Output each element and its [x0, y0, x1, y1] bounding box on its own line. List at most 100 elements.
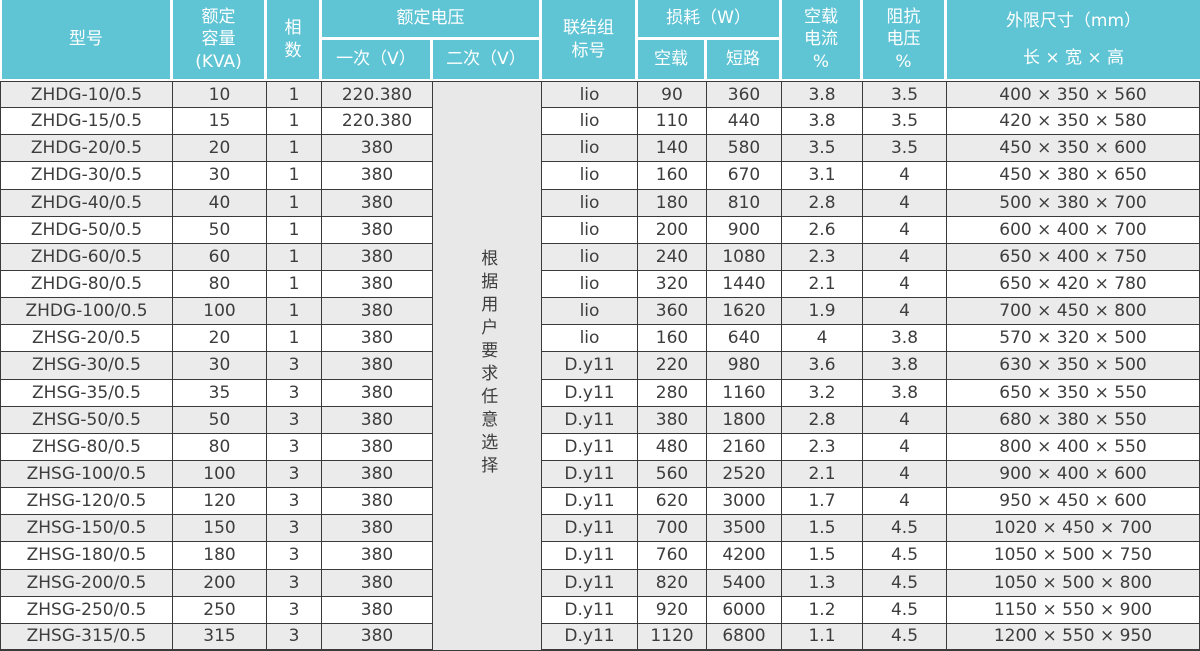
cell-capacity: 80: [173, 270, 267, 299]
cell-model: ZHSG-50/0.5: [0, 406, 173, 434]
col-header-no-load-loss: 空载: [638, 40, 707, 81]
cell-short-circuit-loss: 1080: [707, 243, 782, 271]
cell-short-circuit-loss: 2520: [707, 460, 782, 489]
cell-primary-voltage: 380: [322, 298, 433, 326]
cell-no-load-loss: 1120: [638, 623, 707, 651]
table-row: ZHDG-30/0.5 30 1 380 lio 160 670 3.1 4 450 × 380 …: [0, 162, 1200, 190]
cell-no-load-loss: 240: [638, 243, 707, 271]
cell-no-load-loss: 920: [638, 596, 707, 624]
cell-no-load-loss: 160: [638, 325, 707, 353]
cell-dimensions: 800 × 400 × 550: [947, 433, 1200, 461]
cell-phases: 1: [267, 325, 322, 353]
cell-primary-voltage: 380: [322, 325, 433, 353]
cell-impedance-voltage: 4: [863, 270, 947, 299]
cell-model: ZHDG-10/0.5: [0, 81, 173, 109]
table-row: ZHDG-60/0.5 60 1 380 lio 240 1080 2.3 4 650 × 400…: [0, 243, 1200, 271]
cell-short-circuit-loss: 440: [707, 108, 782, 136]
cell-no-load-current: 3.8: [782, 108, 863, 136]
cell-model: ZHSG-180/0.5: [0, 542, 173, 570]
cell-capacity: 35: [173, 379, 267, 407]
cell-capacity: 30: [173, 352, 267, 380]
cell-phases: 3: [267, 542, 322, 570]
cell-dimensions: 900 × 400 × 600: [947, 460, 1200, 489]
cell-short-circuit-loss: 6000: [707, 596, 782, 624]
cell-no-load-current: 1.5: [782, 542, 863, 570]
header-row-1: 型号 额定 容量 (KVA) 相 数 额定电压 联结组 标号 损耗（W） 空载 …: [0, 0, 1200, 81]
cell-dimensions: 1050 × 500 × 800: [947, 569, 1200, 597]
cell-capacity: 10: [173, 81, 267, 109]
cell-capacity: 50: [173, 406, 267, 434]
cell-capacity: 20: [173, 325, 267, 353]
cell-primary-voltage: 380: [322, 596, 433, 624]
cell-primary-voltage: 380: [322, 488, 433, 516]
cell-model: ZHSG-150/0.5: [0, 515, 173, 543]
cell-model: ZHSG-20/0.5: [0, 325, 173, 353]
cell-dimensions: 630 × 350 × 500: [947, 352, 1200, 380]
cell-capacity: 200: [173, 569, 267, 597]
col-header-impedance-voltage: 阻抗 电压 %: [863, 0, 947, 81]
cell-capacity: 120: [173, 488, 267, 516]
cell-dimensions: 500 × 380 × 700: [947, 189, 1200, 217]
cell-no-load-current: 1.9: [782, 298, 863, 326]
cell-no-load-loss: 200: [638, 216, 707, 244]
cell-impedance-voltage: 4: [863, 406, 947, 434]
cell-connection: lio: [542, 270, 638, 299]
cell-primary-voltage: 380: [322, 433, 433, 461]
table-row: ZHSG-30/0.5 30 3 380 D.y11 220 980 3.6 3.8 630 × …: [0, 352, 1200, 380]
cell-capacity: 50: [173, 216, 267, 244]
cell-capacity: 100: [173, 460, 267, 489]
cell-connection: lio: [542, 298, 638, 326]
cell-connection: lio: [542, 216, 638, 244]
cell-model: ZHSG-250/0.5: [0, 596, 173, 624]
cell-primary-voltage: 380: [322, 189, 433, 217]
cell-model: ZHDG-30/0.5: [0, 162, 173, 190]
cell-dimensions: 600 × 400 × 700: [947, 216, 1200, 244]
cell-short-circuit-loss: 1160: [707, 379, 782, 407]
cell-dimensions: 700 × 450 × 800: [947, 298, 1200, 326]
cell-no-load-loss: 280: [638, 379, 707, 407]
cell-short-circuit-loss: 1620: [707, 298, 782, 326]
cell-primary-voltage: 380: [322, 352, 433, 380]
cell-model: ZHSG-80/0.5: [0, 433, 173, 461]
cell-capacity: 150: [173, 515, 267, 543]
cell-short-circuit-loss: 670: [707, 162, 782, 190]
cell-no-load-current: 4: [782, 325, 863, 353]
cell-short-circuit-loss: 640: [707, 325, 782, 353]
cell-primary-voltage: 380: [322, 243, 433, 271]
cell-dimensions: 1200 × 550 × 950: [947, 623, 1200, 651]
cell-short-circuit-loss: 1800: [707, 406, 782, 434]
cell-connection: D.y11: [542, 433, 638, 461]
cell-phases: 3: [267, 406, 322, 434]
cell-phases: 3: [267, 596, 322, 624]
cell-no-load-loss: 380: [638, 406, 707, 434]
cell-capacity: 180: [173, 542, 267, 570]
cell-phases: 3: [267, 433, 322, 461]
cell-dimensions: 950 × 450 × 600: [947, 488, 1200, 516]
cell-no-load-current: 2.3: [782, 243, 863, 271]
cell-phases: 3: [267, 623, 322, 651]
cell-capacity: 40: [173, 189, 267, 217]
cell-dimensions: 650 × 350 × 550: [947, 379, 1200, 407]
table-header: 型号 额定 容量 (KVA) 相 数 额定电压 联结组 标号 损耗（W） 空载 …: [0, 0, 1200, 81]
table-row: ZHDG-20/0.5 20 1 380 lio 140 580 3.5 3.5 450 × 35…: [0, 135, 1200, 163]
cell-no-load-loss: 620: [638, 488, 707, 516]
cell-no-load-current: 2.6: [782, 216, 863, 244]
cell-short-circuit-loss: 900: [707, 216, 782, 244]
cell-phases: 1: [267, 298, 322, 326]
cell-short-circuit-loss: 1440: [707, 270, 782, 299]
cell-capacity: 80: [173, 433, 267, 461]
col-header-capacity: 额定 容量 (KVA): [173, 0, 267, 81]
cell-no-load-current: 2.8: [782, 189, 863, 217]
cell-impedance-voltage: 3.8: [863, 352, 947, 380]
table-row: ZHSG-120/0.5 120 3 380 D.y11 620 3000 1.7 4 950 ×…: [0, 488, 1200, 516]
cell-dimensions: 420 × 350 × 580: [947, 108, 1200, 136]
cell-no-load-current: 3.2: [782, 379, 863, 407]
cell-no-load-loss: 480: [638, 433, 707, 461]
cell-model: ZHDG-60/0.5: [0, 243, 173, 271]
cell-phases: 3: [267, 569, 322, 597]
cell-short-circuit-loss: 2160: [707, 433, 782, 461]
cell-dimensions: 650 × 400 × 750: [947, 243, 1200, 271]
cell-short-circuit-loss: 810: [707, 189, 782, 217]
cell-no-load-current: 1.3: [782, 569, 863, 597]
table-row: ZHSG-200/0.5 200 3 380 D.y11 820 5400 1.3 4.5 105…: [0, 569, 1200, 597]
